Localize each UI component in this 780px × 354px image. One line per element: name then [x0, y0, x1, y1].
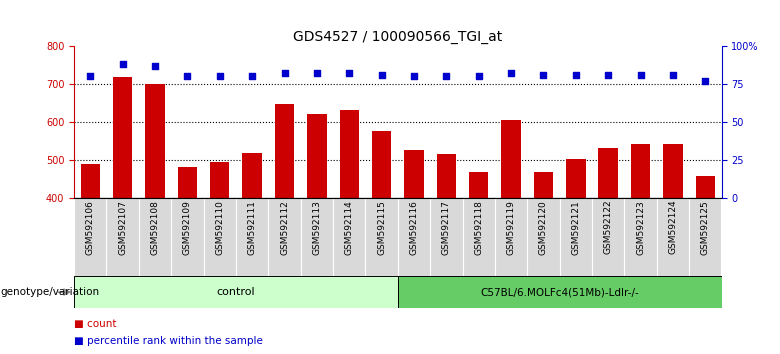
Point [116, 62, 129, 67]
Bar [80, 164, 100, 198]
Point [278, 70, 291, 76]
Title: GDS4527 / 100090566_TGI_at: GDS4527 / 100090566_TGI_at [293, 30, 502, 44]
Text: GSM592110: GSM592110 [215, 200, 225, 255]
Point [473, 74, 485, 79]
Text: GSM592106: GSM592106 [86, 200, 95, 255]
Point [667, 72, 679, 78]
Text: GSM592122: GSM592122 [604, 200, 613, 255]
Bar [663, 144, 682, 198]
Text: ■ count: ■ count [74, 319, 116, 329]
Text: GSM592121: GSM592121 [571, 200, 580, 255]
Bar [145, 84, 165, 198]
Text: GSM592112: GSM592112 [280, 200, 289, 255]
Text: GSM592115: GSM592115 [377, 200, 386, 255]
Point [375, 72, 388, 78]
Text: GSM592117: GSM592117 [441, 200, 451, 255]
Bar [372, 131, 392, 198]
Bar [469, 172, 488, 198]
Text: ■ percentile rank within the sample: ■ percentile rank within the sample [74, 336, 263, 346]
Point [537, 72, 550, 78]
Point [149, 63, 161, 69]
Text: GSM592125: GSM592125 [700, 200, 710, 255]
Text: GSM592107: GSM592107 [118, 200, 127, 255]
Bar [534, 172, 553, 198]
Point [634, 72, 647, 78]
Bar [598, 148, 618, 198]
Bar [275, 104, 294, 198]
Text: GSM592116: GSM592116 [410, 200, 419, 255]
Bar [307, 114, 327, 198]
Point [505, 70, 517, 76]
Text: GSM592120: GSM592120 [539, 200, 548, 255]
Text: GSM592119: GSM592119 [506, 200, 516, 255]
Bar [404, 150, 424, 198]
Bar [113, 77, 133, 198]
Text: GSM592114: GSM592114 [345, 200, 354, 255]
Bar [566, 159, 586, 198]
Text: GSM592113: GSM592113 [312, 200, 321, 255]
Bar [437, 154, 456, 198]
Bar [398, 276, 722, 308]
Point [310, 70, 323, 76]
Text: C57BL/6.MOLFc4(51Mb)-Ldlr-/-: C57BL/6.MOLFc4(51Mb)-Ldlr-/- [480, 287, 639, 297]
Point [440, 74, 452, 79]
Text: GSM592123: GSM592123 [636, 200, 645, 255]
Point [246, 74, 258, 79]
Point [214, 74, 226, 79]
Bar [339, 110, 359, 198]
Point [602, 72, 615, 78]
Point [84, 74, 97, 79]
Point [408, 74, 420, 79]
Text: GSM592109: GSM592109 [183, 200, 192, 255]
Text: GSM592108: GSM592108 [151, 200, 160, 255]
Point [569, 72, 582, 78]
Bar [210, 162, 229, 198]
Bar [243, 153, 262, 198]
Text: GSM592118: GSM592118 [474, 200, 484, 255]
Text: control: control [217, 287, 255, 297]
Bar [178, 167, 197, 198]
Bar [502, 120, 521, 198]
Text: GSM592124: GSM592124 [668, 200, 678, 255]
Text: GSM592111: GSM592111 [247, 200, 257, 255]
Text: genotype/variation: genotype/variation [0, 287, 99, 297]
Bar [74, 276, 398, 308]
Point [343, 70, 356, 76]
Point [699, 78, 711, 84]
Bar [631, 144, 651, 198]
Bar [696, 176, 715, 198]
Point [181, 74, 193, 79]
